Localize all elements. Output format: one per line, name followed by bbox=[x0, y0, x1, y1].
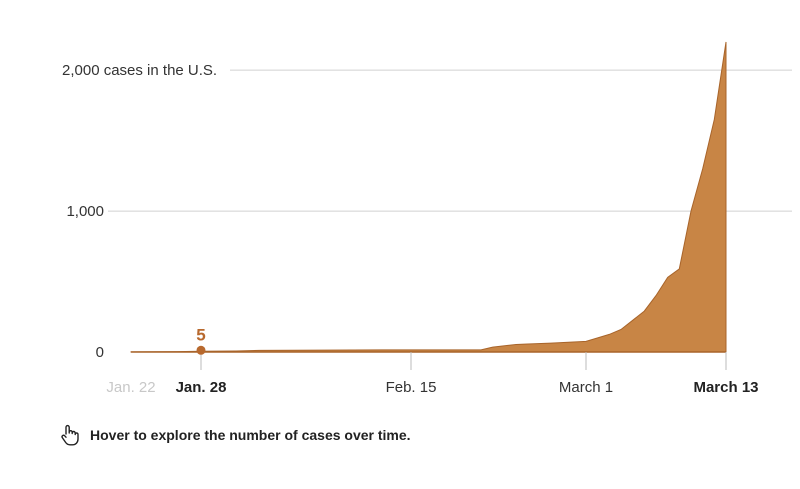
x-tick-label: Jan. 28 bbox=[176, 379, 227, 396]
highlight-value-label: 5 bbox=[196, 325, 205, 344]
y-tick-label: 0 bbox=[96, 344, 104, 361]
x-tick-label: Jan. 22 bbox=[106, 379, 155, 396]
highlight-marker bbox=[196, 345, 206, 355]
y-axis-tick-labels: 0 1,000 2,000 cases in the U.S. bbox=[62, 62, 217, 361]
area-series[interactable] bbox=[130, 41, 727, 353]
y-tick-label: 1,000 bbox=[66, 203, 104, 220]
hint-text: Hover to explore the number of cases ove… bbox=[90, 427, 411, 443]
hover-hint: Hover to explore the number of cases ove… bbox=[60, 424, 411, 446]
highlight-annotation: 5 bbox=[196, 325, 206, 355]
cases-area[interactable] bbox=[130, 41, 727, 353]
y-tick-label: 2,000 cases in the U.S. bbox=[62, 62, 217, 79]
x-tick-label: March 13 bbox=[693, 379, 758, 396]
pointing-hand-icon bbox=[60, 424, 80, 446]
x-axis: Jan. 22 Jan. 28 Feb. 15 March 1 March 13 bbox=[106, 351, 759, 396]
gridlines bbox=[108, 69, 792, 212]
x-tick-label: March 1 bbox=[559, 379, 613, 396]
x-tick-label: Feb. 15 bbox=[386, 379, 437, 396]
